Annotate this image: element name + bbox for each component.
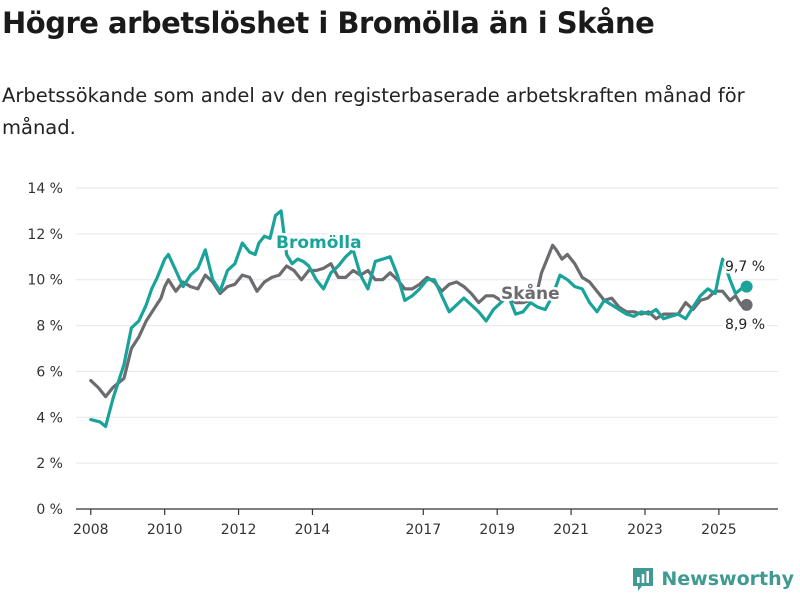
x-tick-label: 2012: [221, 522, 257, 538]
y-tick-label: 8 %: [36, 319, 63, 335]
line-chart: 0 % 2 % 4 % 6 % 8 % 10 % 12 % 14 % 2008 2010 2012 2…: [27, 181, 778, 538]
series-line-skane: [89, 243, 749, 399]
brand-name: Newsworthy: [661, 568, 794, 590]
chart-title: Högre arbetslöshet i Bromölla än i Skåne: [2, 6, 655, 40]
end-point-bromolla: [740, 280, 753, 293]
y-tick-label: 10 %: [27, 273, 63, 289]
y-tick-label: 2 %: [36, 456, 63, 472]
end-value-label-bromolla: 9,7 %: [725, 259, 765, 275]
y-tick-label: 12 %: [27, 227, 63, 243]
end-value-label-skane: 8,9 %: [725, 317, 765, 333]
x-tick-label: 2019: [479, 522, 515, 538]
series-label-bromolla: Bromölla: [276, 233, 362, 253]
series-line-bromolla: [89, 209, 749, 429]
newsworthy-logo-icon: [633, 568, 654, 591]
x-tick-label: 2025: [701, 522, 737, 538]
x-tick-label: 2014: [295, 522, 331, 538]
y-tick-label: 6 %: [36, 364, 63, 380]
x-tick-label: 2008: [73, 522, 109, 538]
brand-logo: Newsworthy: [631, 566, 794, 592]
end-point-skane: [740, 298, 753, 311]
y-tick-label: 4 %: [36, 410, 63, 426]
series-label-skane: Skåne: [501, 282, 560, 304]
chart-subtitle: Arbetssökande som andel av den registerb…: [2, 84, 745, 139]
y-tick-label: 0 %: [36, 502, 63, 518]
x-tick-label: 2017: [405, 522, 441, 538]
x-tick-label: 2023: [627, 522, 663, 538]
x-tick-label: 2021: [553, 522, 589, 538]
x-tick-label: 2010: [147, 522, 183, 538]
y-tick-label: 14 %: [27, 181, 63, 197]
